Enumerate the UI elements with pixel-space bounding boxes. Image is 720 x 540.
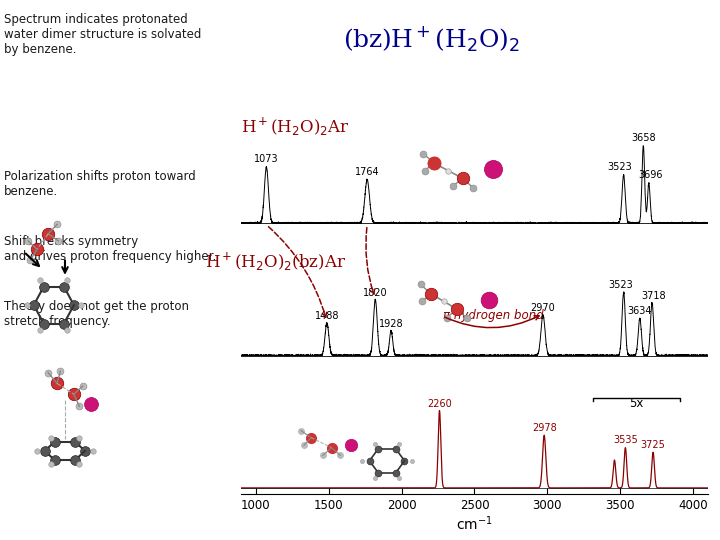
Text: Shift breaks symmetry
and drives proton frequency higher.: Shift breaks symmetry and drives proton …: [4, 235, 216, 263]
Text: 3634: 3634: [628, 306, 652, 316]
Text: 3523: 3523: [608, 162, 632, 172]
Text: 1764: 1764: [355, 167, 379, 177]
Text: 3718: 3718: [642, 291, 666, 301]
Text: 3725: 3725: [641, 440, 665, 450]
Text: 1073: 1073: [254, 154, 279, 165]
Text: 1928: 1928: [379, 319, 403, 328]
Text: 2978: 2978: [532, 423, 557, 433]
Text: 3535: 3535: [613, 435, 638, 445]
Text: 2260: 2260: [427, 399, 452, 409]
Text: H$^+$(H$_2$O)$_2$(bz)Ar: H$^+$(H$_2$O)$_2$(bz)Ar: [205, 251, 346, 273]
Text: 2970: 2970: [531, 303, 555, 313]
Text: 3523: 3523: [608, 280, 633, 290]
Text: π hydrogen bond: π hydrogen bond: [443, 309, 544, 322]
X-axis label: cm$^{-1}$: cm$^{-1}$: [456, 515, 492, 534]
Text: Spectrum indicates protonated
water dimer structure is solvated
by benzene.: Spectrum indicates protonated water dime…: [4, 14, 201, 57]
Text: 1488: 1488: [315, 310, 339, 321]
Text: Theory does not get the proton
stretch frequency.: Theory does not get the proton stretch f…: [4, 300, 189, 328]
Text: (bz)H$^+$(H$_2$O)$_2$: (bz)H$^+$(H$_2$O)$_2$: [343, 24, 521, 53]
Text: 1820: 1820: [363, 287, 387, 298]
Text: 3696: 3696: [639, 170, 663, 180]
Text: Polarization shifts proton toward
benzene.: Polarization shifts proton toward benzen…: [4, 170, 195, 198]
Text: 3658: 3658: [631, 133, 657, 143]
Text: 5x: 5x: [629, 396, 644, 409]
Text: H$^+$(H$_2$O)$_2$Ar: H$^+$(H$_2$O)$_2$Ar: [241, 116, 350, 138]
